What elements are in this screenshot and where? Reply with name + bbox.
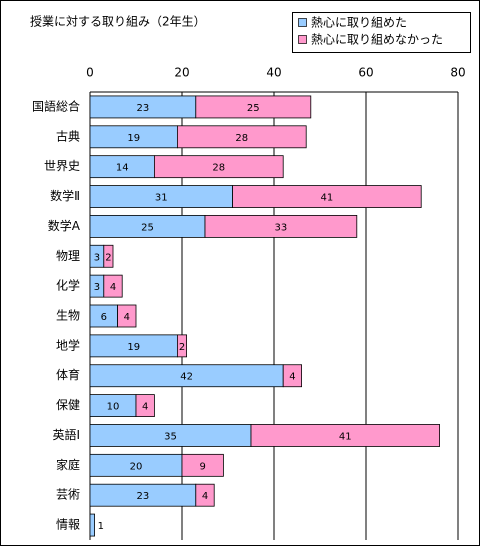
data-label: 6 (101, 312, 107, 323)
bar-segment (250, 424, 441, 447)
bar-segment (176, 125, 307, 149)
x-tick-label: 60 (358, 66, 373, 80)
y-tick-label: 英語Ⅰ (52, 427, 80, 442)
data-label: 28 (212, 163, 225, 174)
y-tick-label: 数学A (48, 218, 81, 233)
data-label: 23 (137, 491, 150, 502)
data-label: 10 (107, 402, 120, 413)
data-label: 4 (124, 312, 130, 323)
data-label: 23 (137, 103, 150, 114)
data-label: 3 (94, 252, 100, 263)
x-tick-label: 80 (450, 66, 465, 80)
bar-segment (282, 364, 303, 388)
data-label: 2 (179, 342, 185, 353)
data-label: 28 (235, 133, 248, 144)
bar-segment (89, 513, 95, 537)
y-tick-label: 世界史 (44, 159, 80, 173)
y-tick-label: 地学 (56, 337, 80, 352)
bar-segment (176, 334, 187, 358)
bar-segment (195, 483, 215, 507)
x-tick-label: 20 (174, 66, 189, 80)
data-label: 4 (142, 402, 148, 413)
x-tick-label: 0 (86, 66, 94, 80)
y-tick-label: 数学Ⅱ (50, 188, 80, 203)
bar-segment (153, 155, 284, 179)
data-label: 4 (202, 491, 208, 502)
y-tick-label: 家庭 (56, 457, 80, 472)
y-tick-label: 古典 (56, 128, 80, 143)
legend-label: 熱心に取り組めた (311, 16, 407, 30)
data-label: 25 (247, 103, 260, 114)
data-label: 4 (110, 282, 116, 293)
data-label: 33 (275, 222, 288, 233)
data-label: 25 (141, 222, 154, 233)
data-label: 1 (98, 521, 104, 532)
y-tick-label: 化学 (56, 278, 80, 293)
bar-segment (181, 453, 224, 477)
data-label: 2 (105, 252, 111, 263)
chart-title: 授業に対する取り組み（2年生） (30, 14, 206, 29)
data-label: 19 (127, 133, 140, 144)
y-tick-label: 国語総合 (32, 98, 80, 113)
data-label: 4 (289, 372, 295, 383)
data-label: 14 (116, 163, 129, 174)
legend-swatch (298, 18, 307, 27)
bar-segment (204, 214, 358, 238)
legend-box (292, 12, 471, 53)
data-label: 20 (130, 461, 143, 472)
data-label: 31 (155, 193, 168, 204)
data-label: 42 (180, 372, 193, 383)
data-label: 19 (127, 342, 140, 353)
legend-swatch (298, 35, 307, 44)
data-label: 41 (339, 431, 352, 442)
legend-label: 熱心に取り組めなかった (311, 33, 443, 47)
x-tick-label: 40 (266, 66, 281, 80)
y-tick-label: 物理 (56, 249, 80, 263)
y-tick-label: 生物 (56, 309, 80, 323)
y-tick-label: 保健 (56, 398, 80, 412)
bar-segment (195, 95, 312, 119)
bar-segment (103, 244, 114, 268)
bar-segment (232, 185, 422, 208)
y-tick-label: 情報 (56, 518, 80, 532)
bar-segment (117, 304, 137, 328)
data-label: 9 (200, 461, 206, 472)
y-tick-label: 体育 (56, 367, 80, 382)
data-label: 41 (321, 193, 334, 204)
y-tick-label: 芸術 (56, 488, 80, 502)
data-label: 3 (94, 282, 100, 293)
bar-segment (135, 394, 155, 418)
data-label: 35 (164, 431, 177, 442)
bar-segment (103, 274, 123, 298)
